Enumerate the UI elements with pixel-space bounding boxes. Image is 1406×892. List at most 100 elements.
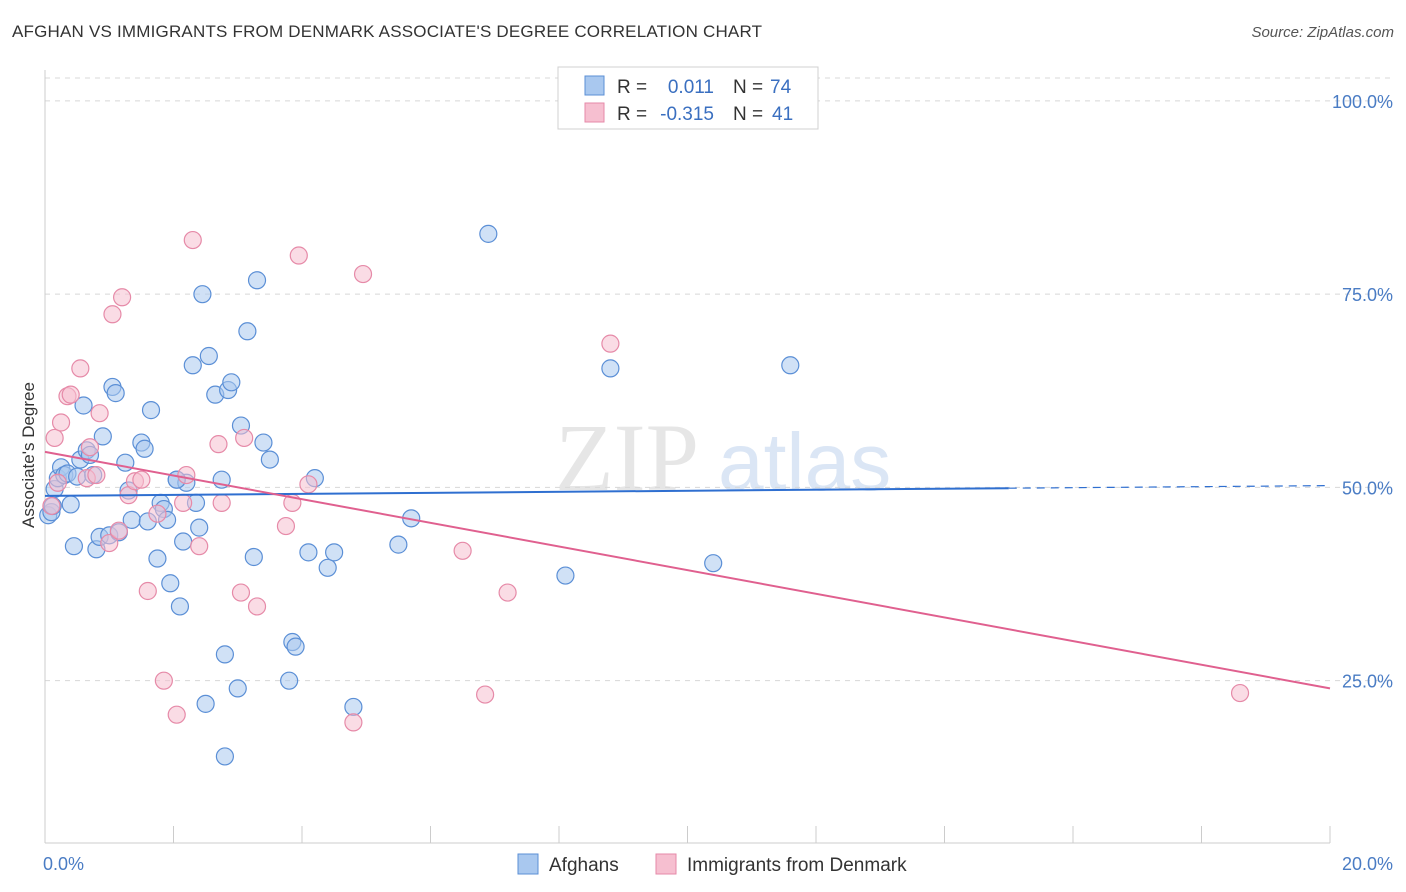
- watermark-zip: ZIP: [555, 404, 699, 511]
- denmark-point: [453, 541, 472, 560]
- afghans-point: [280, 671, 299, 690]
- y-axis-label: Associate's Degree: [19, 382, 38, 528]
- afghans-point: [228, 679, 247, 698]
- denmark-point: [190, 537, 209, 556]
- afghans-point: [135, 439, 154, 458]
- afghans-point: [299, 543, 318, 562]
- denmark-point: [601, 334, 620, 353]
- afghans-point: [93, 427, 112, 446]
- denmark-point: [276, 516, 296, 536]
- denmark-point: [1230, 683, 1250, 703]
- denmark-point: [353, 264, 373, 284]
- bottom-legend-swatch-denmark: [655, 853, 677, 875]
- denmark-point: [344, 713, 363, 732]
- afghans-point: [247, 271, 267, 290]
- afghans-point: [193, 285, 212, 304]
- denmark-point: [45, 428, 64, 448]
- denmark-point: [498, 583, 517, 602]
- afghans-point: [190, 518, 209, 537]
- denmark-trend-line: [44, 450, 1331, 690]
- afghans-point: [170, 597, 190, 616]
- legend-n-label-0: N =: [733, 77, 763, 98]
- denmark-point: [71, 359, 90, 378]
- denmark-point: [132, 470, 151, 489]
- denmark-point: [87, 465, 106, 485]
- denmark-point: [80, 438, 100, 457]
- chart-title: AFGHAN VS IMMIGRANTS FROM DENMARK ASSOCI…: [12, 22, 763, 41]
- denmark-point: [148, 504, 167, 523]
- bottom-legend-denmark: Immigrants from Denmark: [687, 855, 907, 876]
- afghans-point: [781, 356, 800, 375]
- afghans-point: [74, 396, 93, 415]
- afghans-point: [64, 537, 84, 556]
- y-tick-label: 50.0%: [1342, 478, 1393, 498]
- afghans-point: [106, 384, 125, 403]
- afghans-point: [479, 224, 498, 243]
- afghans-point: [260, 450, 279, 469]
- denmark-point: [103, 305, 122, 324]
- afghans-trend-line: [44, 487, 1009, 497]
- denmark-point: [51, 413, 71, 432]
- x-tick-label: 0.0%: [43, 854, 84, 874]
- legend-swatch-denmark: [584, 102, 605, 123]
- source-label: Source: ZipAtlas.com: [1251, 24, 1394, 41]
- denmark-point: [48, 473, 67, 492]
- afghans-point: [344, 697, 363, 717]
- data-points: [39, 224, 1250, 766]
- afghans-point: [389, 535, 408, 554]
- legend-r-value-1: -0.315: [660, 104, 714, 125]
- legend-n-value-1: 41: [772, 104, 793, 125]
- denmark-point: [209, 435, 228, 454]
- afghans-point: [325, 543, 344, 562]
- watermark-atlas: atlas: [718, 417, 891, 508]
- y-tick-label: 100.0%: [1332, 92, 1393, 112]
- denmark-point: [167, 705, 186, 724]
- afghans-point: [183, 356, 202, 375]
- legend-r-value-0: 0.011: [668, 77, 714, 98]
- x-tick-label: 20.0%: [1342, 854, 1393, 874]
- denmark-point: [90, 404, 109, 423]
- y-tick-label: 25.0%: [1342, 672, 1393, 692]
- afghans-trend-extension: [1008, 485, 1331, 489]
- denmark-point: [61, 385, 80, 404]
- denmark-point: [42, 496, 61, 516]
- denmark-point: [183, 230, 202, 250]
- afghans-point: [222, 373, 241, 392]
- afghans-point: [199, 346, 218, 366]
- afghans-point: [318, 558, 337, 577]
- denmark-point: [138, 581, 157, 601]
- denmark-point: [109, 521, 128, 540]
- legend-swatch-afghans: [584, 75, 605, 96]
- afghans-point: [601, 359, 620, 378]
- afghans-point: [254, 433, 273, 452]
- legend-n-label-1: N =: [733, 104, 763, 125]
- bottom-legend-afghans: Afghans: [549, 855, 619, 876]
- axes: 25.0% 50.0% 75.0% 100.0% 0.0% 20.0%: [43, 70, 1393, 874]
- denmark-point: [231, 583, 251, 602]
- bottom-legend-swatch-afghans: [517, 853, 539, 875]
- afghans-point: [148, 549, 167, 568]
- denmark-point: [100, 533, 119, 553]
- denmark-point: [112, 288, 132, 307]
- afghans-point: [704, 554, 723, 573]
- afghans-point: [215, 747, 234, 766]
- denmark-point: [177, 465, 196, 485]
- bottom-legend: Afghans Immigrants from Denmark: [517, 853, 907, 876]
- afghans-point: [556, 566, 575, 585]
- afghans-point: [244, 547, 263, 567]
- afghans-point: [174, 532, 193, 551]
- y-tick-label: 75.0%: [1342, 285, 1393, 305]
- denmark-point: [476, 685, 495, 704]
- afghans-point: [215, 645, 234, 664]
- afghans-point: [196, 694, 215, 713]
- legend-r-label-1: R =: [617, 104, 647, 125]
- afghans-point: [286, 637, 305, 656]
- legend-n-value-0: 74: [770, 77, 792, 98]
- afghans-point: [161, 574, 180, 593]
- afghans-point: [141, 401, 161, 420]
- denmark-point: [235, 428, 254, 448]
- denmark-point: [289, 246, 308, 265]
- afghans-point: [238, 322, 257, 341]
- denmark-point: [247, 597, 267, 616]
